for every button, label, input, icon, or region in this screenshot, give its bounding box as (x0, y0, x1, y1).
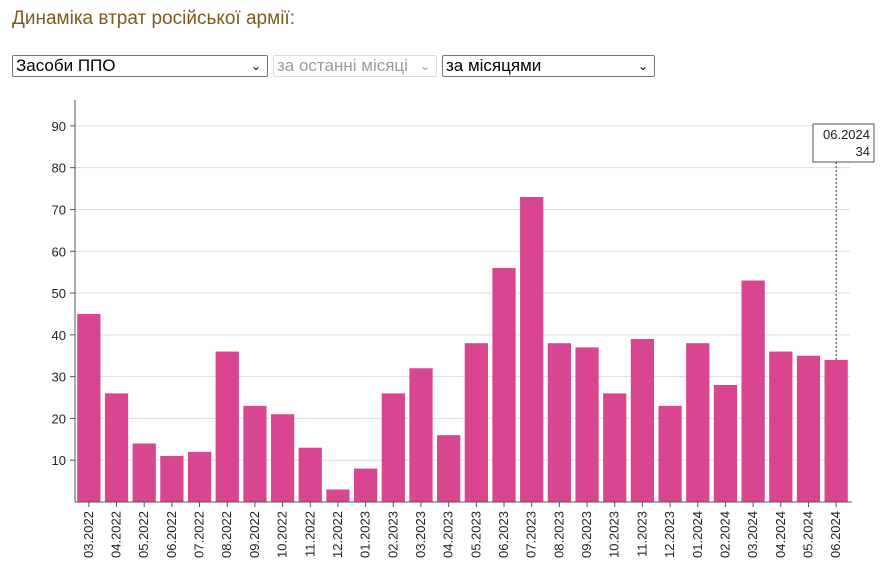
x-tick-label: 03.2022 (81, 511, 96, 558)
chevron-down-icon: ⌄ (419, 59, 430, 73)
x-tick-label: 09.2023 (579, 511, 594, 558)
x-tick-label: 06.2022 (164, 511, 179, 558)
period-select-value: за останні місяці (277, 56, 408, 75)
x-tick-label: 08.2022 (219, 511, 234, 558)
y-tick-label: 60 (52, 244, 66, 259)
x-tick-label: 04.2022 (109, 511, 124, 558)
period-select: за останні місяці ⌄ (273, 55, 437, 77)
x-tick-label: 01.2024 (690, 511, 705, 558)
x-tick-label: 01.2023 (358, 511, 373, 558)
category-select-value: Засоби ППО (16, 56, 116, 75)
x-tick-label: 07.2023 (524, 511, 539, 558)
bar[interactable] (769, 351, 793, 502)
x-tick-label: 12.2023 (662, 511, 677, 558)
x-tick-label: 03.2024 (745, 511, 760, 558)
grouping-select-value: за місяцями (446, 56, 542, 75)
x-tick-label: 04.2023 (441, 511, 456, 558)
x-tick-label: 05.2022 (136, 511, 151, 558)
bar[interactable] (326, 489, 350, 502)
bar[interactable] (215, 351, 239, 502)
bar-chart: 10 20 30 40 50 60 70 80 90 03.2022 04.2022 05.2022… (52, 100, 875, 558)
x-tick-label: 04.2024 (773, 511, 788, 558)
page-title: Динаміка втрат російської армії: (12, 8, 295, 29)
bar[interactable] (575, 347, 599, 502)
bar[interactable] (187, 451, 212, 502)
bar[interactable] (243, 405, 267, 502)
x-tick-label: 11.2022 (302, 511, 317, 557)
bar[interactable] (464, 343, 488, 502)
x-axis: 03.2022 04.2022 05.2022 06.2022 07.2022 08.20… (75, 501, 852, 558)
chevron-down-icon: ⌄ (250, 59, 261, 73)
bar[interactable] (437, 435, 461, 502)
x-tick-label: 08.2023 (551, 511, 566, 558)
x-tick-label: 06.2023 (496, 511, 511, 558)
bar[interactable] (520, 196, 544, 503)
bars (77, 196, 848, 503)
bar[interactable] (381, 393, 405, 502)
x-tick-label: 02.2023 (385, 511, 400, 558)
y-tick-label: 30 (52, 370, 66, 385)
y-tick-label: 20 (52, 411, 66, 426)
bar[interactable] (603, 393, 627, 502)
y-tick-label: 90 (52, 119, 66, 134)
bar[interactable] (796, 355, 821, 502)
bar[interactable] (713, 384, 738, 502)
y-tick-label: 70 (52, 202, 66, 217)
x-tick-label: 05.2023 (468, 511, 483, 558)
x-tick-label: 07.2022 (192, 511, 207, 558)
grid-lines (75, 125, 850, 461)
bar[interactable] (104, 393, 129, 502)
bar[interactable] (686, 343, 710, 502)
grouping-select[interactable]: за місяцями ⌄ (442, 55, 655, 77)
x-tick-label: 06.2024 (828, 511, 843, 558)
x-tick-label: 03.2023 (413, 511, 428, 558)
bar[interactable] (77, 313, 101, 502)
bar[interactable] (409, 368, 433, 502)
tooltip-box (812, 123, 875, 163)
bar[interactable] (492, 267, 516, 502)
bar[interactable] (270, 414, 295, 502)
x-tick-label: 11.2023 (634, 511, 649, 557)
x-tick-label: 12.2022 (330, 511, 345, 558)
chevron-down-icon: ⌄ (637, 59, 648, 73)
tooltip-label: 06.2024 (823, 127, 870, 142)
x-tick-label: 05.2024 (800, 511, 815, 558)
tooltip-value: 34 (856, 144, 870, 159)
bar[interactable] (160, 456, 184, 502)
y-tick-label: 10 (52, 453, 66, 468)
y-tick-label: 40 (52, 328, 66, 343)
category-select[interactable]: Засоби ППО ⌄ (12, 55, 268, 77)
bar[interactable] (658, 405, 682, 502)
bar[interactable] (547, 343, 571, 502)
y-tick-label: 50 (52, 286, 66, 301)
x-tick-label: 02.2024 (717, 511, 732, 558)
tooltip: 06.2024 34 (812, 123, 875, 360)
y-tick-label: 80 (52, 161, 66, 176)
bar[interactable] (824, 359, 848, 502)
bar[interactable] (298, 447, 322, 502)
bar[interactable] (354, 468, 378, 502)
x-tick-label: 09.2022 (247, 511, 262, 558)
bar[interactable] (630, 339, 655, 502)
bar[interactable] (132, 443, 156, 502)
x-tick-label: 10.2022 (275, 511, 290, 558)
y-axis: 10 20 30 40 50 60 70 80 90 (52, 100, 76, 502)
bar[interactable] (741, 280, 765, 502)
x-tick-label: 10.2023 (607, 511, 622, 558)
